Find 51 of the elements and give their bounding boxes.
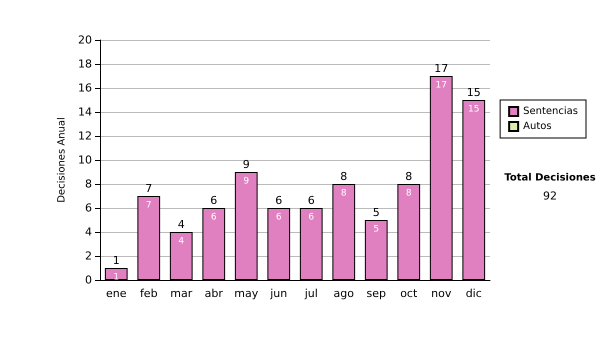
x-tick-label: abr <box>204 287 224 300</box>
y-tick-label: 16 <box>78 82 92 94</box>
data-label: 8 <box>340 188 347 198</box>
total-label: 6 <box>210 194 218 207</box>
data-label: 6 <box>276 212 282 222</box>
data-label: 15 <box>468 104 480 114</box>
x-tick-label: jun <box>269 287 288 300</box>
y-tick-label: 10 <box>78 154 92 166</box>
data-label: 9 <box>243 176 250 186</box>
x-tick-label: nov <box>431 287 452 300</box>
y-tick-label: 0 <box>85 274 92 286</box>
data-label: 17 <box>436 80 447 90</box>
data-label: 4 <box>178 236 184 246</box>
y-tick-label: 18 <box>78 58 92 70</box>
text: 92 <box>543 190 557 202</box>
x-tick-label: oct <box>400 287 418 300</box>
y-tick-label: 14 <box>78 106 92 118</box>
total-label: 5 <box>372 206 380 219</box>
data-label: 6 <box>308 212 314 222</box>
legend-label: Sentencias <box>523 106 578 117</box>
x-tick-label: may <box>234 287 259 300</box>
legend-label: Autos <box>523 121 552 132</box>
total-label: 15 <box>466 86 481 99</box>
text: Total Decisiones <box>504 172 596 184</box>
data-label: 8 <box>406 188 412 198</box>
x-tick-label: mar <box>170 287 193 300</box>
total-label: 8 <box>405 170 412 183</box>
y-tick-label: 20 <box>78 34 92 46</box>
y-tick-label: 6 <box>85 202 92 214</box>
y-axis-title: Decisiones Anual <box>56 117 68 203</box>
x-tick-label: dic <box>466 287 482 300</box>
x-tick-label: sep <box>366 287 386 300</box>
y-tick-label: 8 <box>85 178 92 190</box>
data-label: 7 <box>146 200 152 210</box>
y-tick-label: 4 <box>85 226 92 238</box>
total-label: 8 <box>340 170 348 183</box>
y-tick-label: 12 <box>78 130 92 142</box>
x-tick-label: ago <box>334 287 354 300</box>
y-tick-label: 2 <box>85 250 92 262</box>
total-label: 1 <box>112 254 120 267</box>
total-label: 6 <box>308 194 315 207</box>
total-label: 6 <box>275 194 282 207</box>
total-label: 7 <box>145 182 152 195</box>
x-tick-label: jul <box>304 287 318 300</box>
total-label: 9 <box>242 158 250 171</box>
total-label: 17 <box>434 62 448 75</box>
x-tick-label: ene <box>106 287 127 300</box>
total-label: 4 <box>178 218 185 231</box>
data-label: 6 <box>210 212 217 222</box>
data-label: 5 <box>373 224 380 234</box>
x-tick-label: feb <box>140 287 158 300</box>
